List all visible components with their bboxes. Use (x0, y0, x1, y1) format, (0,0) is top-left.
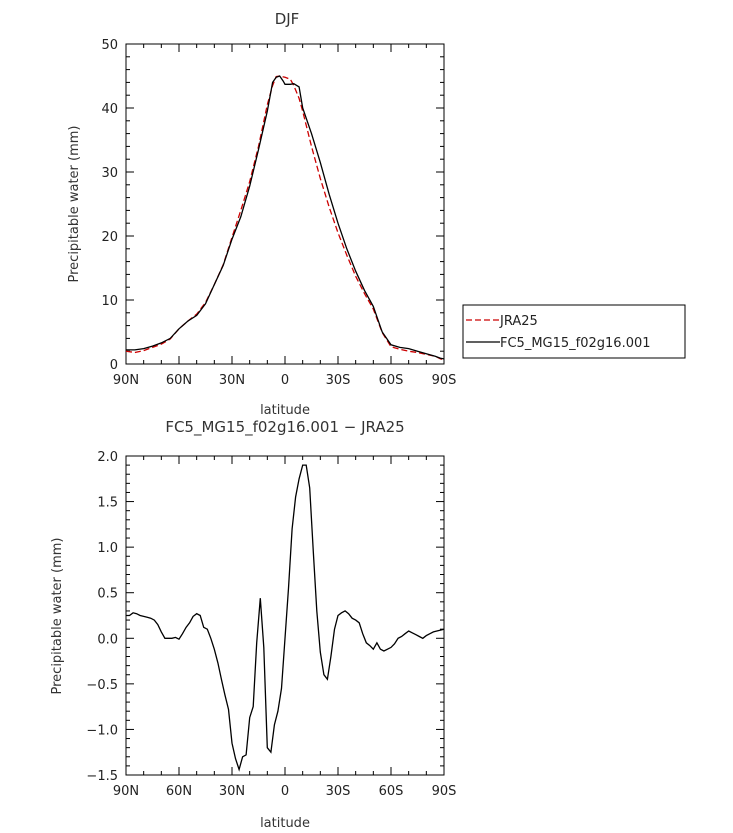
top-x-tick-label: 90N (113, 373, 139, 388)
bottom-axis-ticks: 90N 60N 30N 0 30S 60S 90S −1.5 −1.0 −0.5 0.0 0.5 1.0… (86, 450, 456, 799)
bottom-panel: FC5_MG15_f02g16.001 − JRA25 90N 60N 30N 0 30… (50, 418, 456, 831)
bottom-y-tick-label: 0.5 (97, 587, 118, 602)
bottom-y-axis-label: Precipitable water (mm) (50, 538, 65, 695)
top-y-tick-label: 30 (101, 166, 118, 181)
top-y-tick-label: 40 (101, 102, 118, 117)
top-series-lines (125, 75, 445, 361)
bottom-y-tick-label: −1.0 (86, 723, 118, 738)
legend-label-fc5: FC5_MG15_f02g16.001 (500, 336, 651, 351)
top-x-tick-label: 60S (379, 373, 404, 388)
top-series-line-0 (125, 75, 445, 361)
top-x-tick-label: 30S (326, 373, 351, 388)
bottom-x-tick-label: 60S (379, 784, 404, 799)
top-x-tick-label: 30N (219, 373, 245, 388)
bottom-x-tick-label: 90N (113, 784, 139, 799)
top-chart-title: DJF (275, 10, 300, 28)
top-y-tick-label: 50 (101, 38, 118, 53)
bottom-x-tick-label: 60N (166, 784, 192, 799)
bottom-series-lines (126, 464, 445, 772)
bottom-series-line-0 (126, 464, 445, 772)
bottom-y-tick-label: 2.0 (97, 450, 118, 465)
top-axis-ticks: 90N 60N 30N 0 30S 60S 90S 0 10 20 30 40 50 (101, 38, 456, 388)
top-panel: DJF 90N 60N 30N 0 30S 60S 90S 0 10 20 30 40 50 latit… (67, 10, 456, 418)
top-plot-frame (125, 43, 445, 365)
bottom-chart-title: FC5_MG15_f02g16.001 − JRA25 (165, 418, 404, 437)
top-y-tick-label: 0 (110, 358, 118, 373)
bottom-y-tick-label: 1.5 (97, 496, 118, 511)
top-y-tick-label: 10 (101, 294, 118, 309)
legend-label-jra25: JRA25 (499, 314, 538, 329)
bottom-x-axis-label: latitude (260, 816, 310, 831)
bottom-x-tick-label: 90S (432, 784, 457, 799)
top-x-axis-label: latitude (260, 403, 310, 418)
top-x-tick-label: 0 (281, 373, 289, 388)
top-x-tick-label: 90S (432, 373, 457, 388)
top-x-tick-label: 60N (166, 373, 192, 388)
bottom-y-tick-label: −1.5 (86, 769, 118, 784)
top-y-axis-label: Precipitable water (mm) (67, 126, 82, 283)
legend-box (462, 304, 686, 359)
top-series-line-1 (126, 75, 445, 360)
bottom-y-tick-label: −0.5 (86, 678, 118, 693)
bottom-plot-frame (125, 455, 445, 776)
bottom-x-tick-label: 30N (219, 784, 245, 799)
top-y-tick-label: 20 (101, 230, 118, 245)
legend: JRA25 FC5_MG15_f02g16.001 (462, 304, 686, 359)
bottom-x-tick-label: 0 (281, 784, 289, 799)
bottom-y-tick-label: 1.0 (97, 541, 118, 556)
bottom-y-tick-label: 0.0 (97, 632, 118, 647)
bottom-x-tick-label: 30S (326, 784, 351, 799)
